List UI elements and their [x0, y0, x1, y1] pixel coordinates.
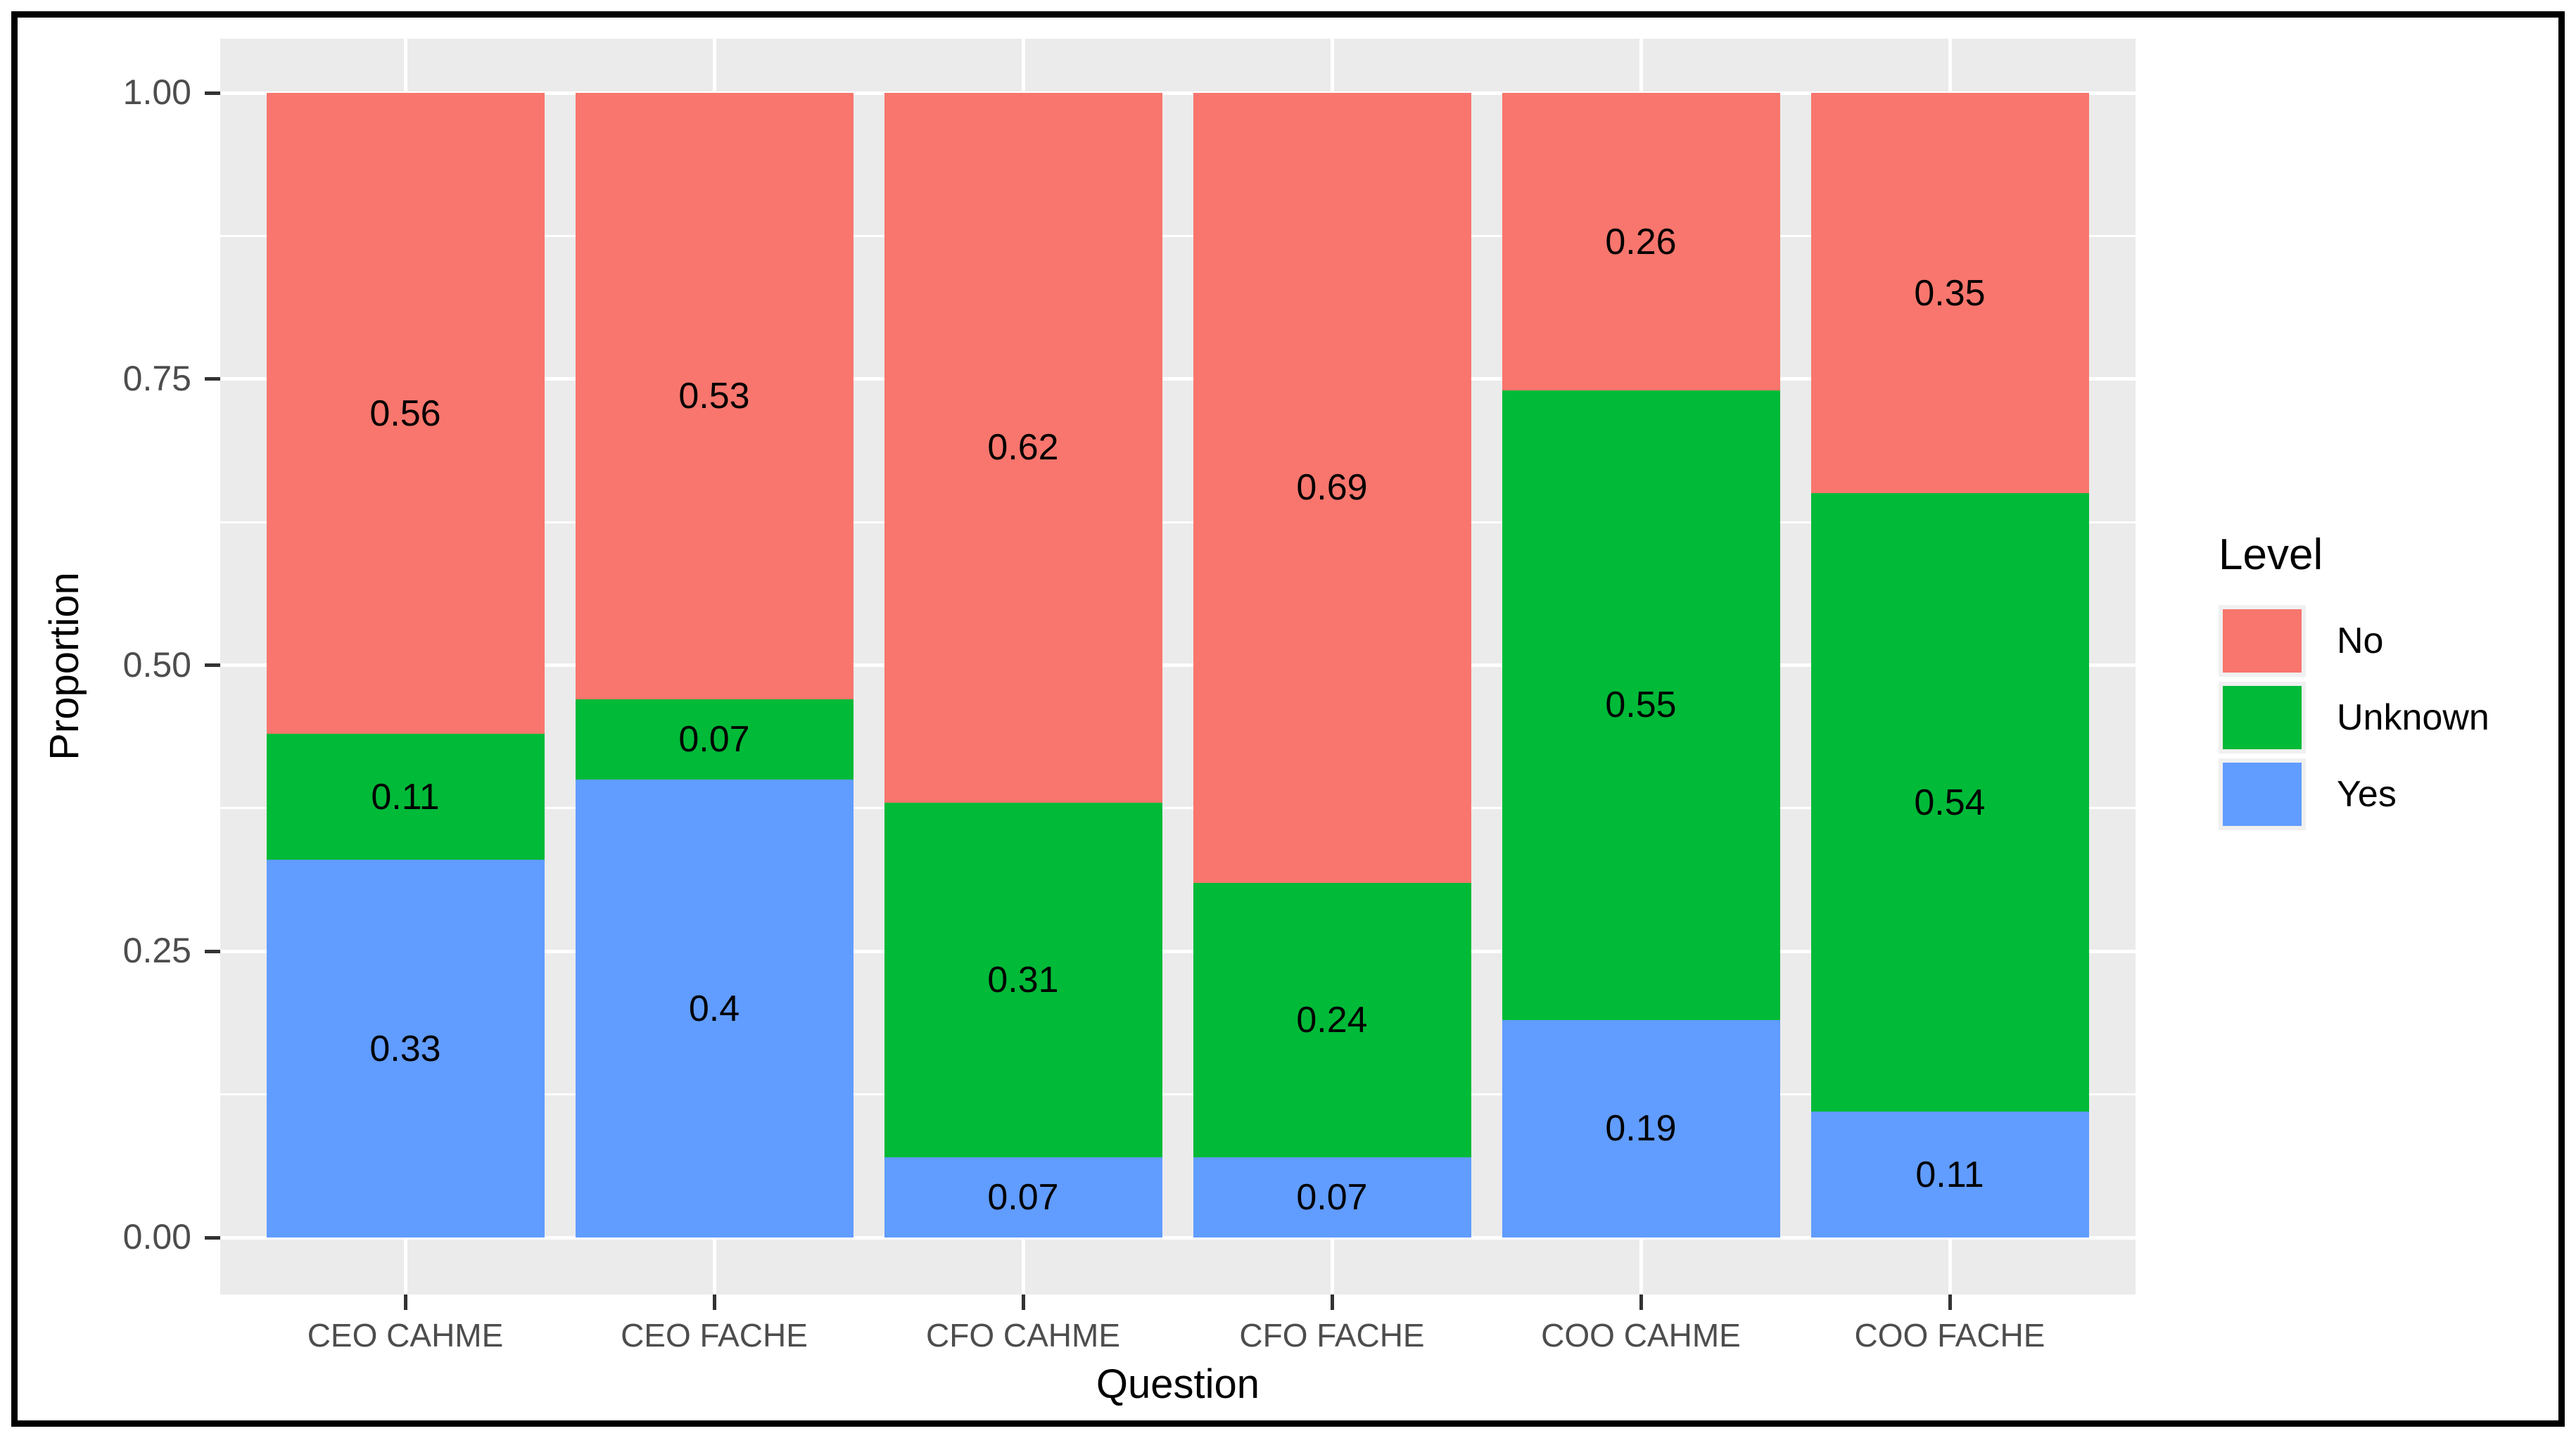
bar-value-label: 0.26 [1605, 221, 1677, 262]
y-tick-label: 0.25 [122, 931, 191, 971]
x-tick-label: CFO FACHE [1239, 1317, 1425, 1354]
x-tick-label: CEO FACHE [621, 1317, 808, 1354]
y-gridline-major [220, 663, 2136, 667]
y-axis-tick [205, 377, 220, 381]
bar-segment-yes [266, 860, 545, 1237]
bar-segment-no [575, 93, 854, 700]
x-tick-label: CFO CAHME [926, 1317, 1120, 1354]
x-tick-label: COO FACHE [1854, 1317, 2045, 1354]
legend-item-no: No [2219, 605, 2489, 677]
bar-segment-unknown [1193, 882, 1471, 1158]
legend-rows: No Unknown Yes [2219, 605, 2489, 830]
bar-value-label: 0.55 [1605, 685, 1677, 726]
x-axis-tick [1021, 1294, 1025, 1310]
legend: Level No Unknown Yes [2219, 533, 2489, 830]
bar-segment-yes [1502, 1019, 1780, 1237]
bar-segment-unknown [266, 734, 545, 860]
bar-segment-yes [1193, 1157, 1471, 1237]
bar-value-label: 0.07 [987, 1177, 1059, 1219]
y-gridline-minor [220, 521, 2136, 523]
y-axis-tick [205, 663, 220, 667]
x-axis-tick [712, 1294, 716, 1310]
bar-segment-yes [884, 1157, 1162, 1237]
bar-value-label: 0.11 [371, 776, 440, 817]
bar-segment-no [1193, 93, 1471, 883]
y-tick-label: 0.00 [122, 1217, 191, 1256]
legend-label: Unknown [2337, 697, 2489, 738]
bar-value-label: 0.07 [1296, 1177, 1368, 1219]
legend-item-unknown: Unknown [2219, 682, 2489, 753]
y-gridline-major [220, 949, 2136, 953]
y-tick-label: 0.50 [122, 644, 191, 685]
bar-segment-unknown [575, 699, 854, 780]
y-gridline-minor [220, 1093, 2136, 1096]
legend-key [2219, 682, 2306, 753]
x-axis-tick [1330, 1294, 1334, 1310]
bar-value-label: 0.4 [688, 988, 740, 1029]
y-tick-label: 1.00 [122, 72, 191, 112]
y-gridline-major [220, 91, 2136, 95]
bar-value-label: 0.54 [1914, 782, 1986, 823]
legend-label: No [2337, 621, 2384, 661]
bar-value-label: 0.56 [369, 393, 441, 434]
bar-segment-unknown [1502, 390, 1780, 1020]
bar-value-label: 0.69 [1296, 467, 1368, 509]
x-tick-label: COO CAHME [1541, 1317, 1741, 1354]
bar-value-label: 0.62 [987, 427, 1059, 469]
legend-key-swatch [2223, 686, 2302, 749]
bar-value-label: 0.19 [1605, 1108, 1677, 1150]
legend-item-yes: Yes [2219, 758, 2489, 830]
bar-segment-unknown [1810, 493, 2089, 1112]
y-gridline-minor [220, 234, 2136, 237]
y-axis-tick [205, 949, 220, 953]
legend-key [2219, 758, 2306, 830]
bar-segment-no [884, 93, 1162, 803]
y-gridline-major [220, 377, 2136, 381]
bar-value-label: 0.31 [987, 959, 1059, 1000]
bar-segment-no [1502, 93, 1780, 391]
bar-segment-no [266, 93, 545, 734]
x-tick-label: CEO CAHME [307, 1317, 504, 1354]
legend-key-swatch [2223, 763, 2302, 826]
bar-segment-yes [1810, 1112, 2089, 1237]
x-axis-tick [1639, 1294, 1643, 1310]
bar-value-label: 0.35 [1914, 272, 1986, 314]
x-axis-tick [1948, 1294, 1952, 1310]
bar-segment-no [1810, 93, 2089, 494]
bar-value-label: 0.11 [1915, 1154, 1984, 1195]
y-axis-tick [205, 1235, 220, 1240]
bar-segment-yes [575, 780, 854, 1237]
bar-segment-unknown [884, 802, 1162, 1158]
x-axis-tick [403, 1294, 407, 1310]
legend-key-swatch [2223, 609, 2302, 673]
legend-title: Level [2219, 530, 2323, 579]
y-gridline-minor [220, 807, 2136, 810]
y-tick-label: 0.75 [122, 358, 191, 398]
y-gridline-major [220, 1235, 2136, 1240]
y-axis-title: Proportion [42, 572, 87, 761]
bar-value-label: 0.07 [678, 719, 750, 761]
x-axis-title: Question [1096, 1361, 1260, 1407]
bar-value-label: 0.33 [369, 1028, 441, 1069]
y-axis-tick [205, 91, 220, 95]
bar-value-label: 0.24 [1296, 999, 1368, 1041]
legend-label: Yes [2337, 774, 2397, 815]
bar-value-label: 0.53 [678, 376, 750, 417]
legend-key [2219, 605, 2306, 677]
